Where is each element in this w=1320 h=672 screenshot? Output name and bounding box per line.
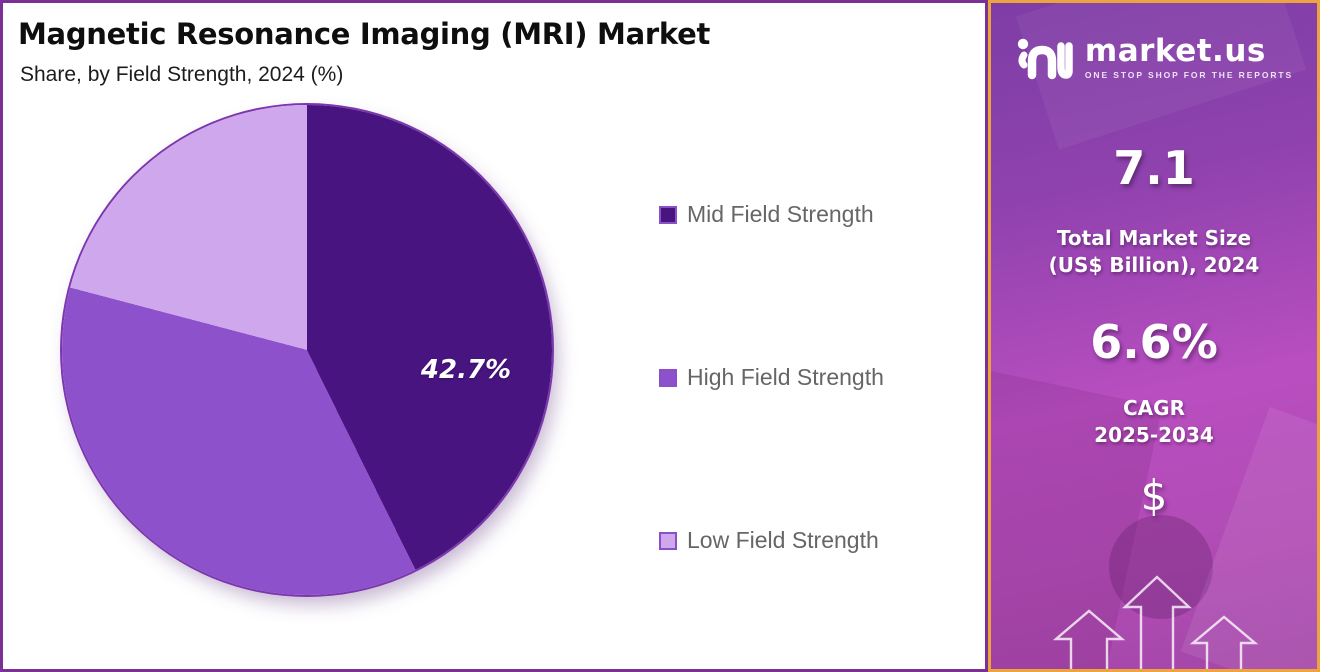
- brand-logo: market.us ONE STOP SHOP FOR THE REPORTS: [991, 33, 1317, 80]
- legend-swatch-mid-field: [659, 205, 677, 224]
- total-market-size-value: 7.1: [1113, 141, 1195, 195]
- total-market-size-label: Total Market Size (US$ Billion), 2024: [991, 225, 1317, 279]
- chart-panel: Magnetic Resonance Imaging (MRI) Market …: [0, 0, 988, 672]
- cagr-label-line1: CAGR: [1123, 396, 1185, 420]
- legend-swatch-low-field: [659, 531, 677, 550]
- legend-item-low-field: Low Field Strength: [659, 527, 879, 554]
- brand-sidebar: market.us ONE STOP SHOP FOR THE REPORTS …: [988, 0, 1320, 672]
- cagr-label: CAGR 2025-2034: [991, 395, 1317, 449]
- pie-legend: Mid Field Strength High Field Strength L…: [659, 3, 979, 672]
- legend-swatch-high-field: [659, 368, 677, 387]
- total-market-size-label-line2: (US$ Billion), 2024: [1048, 253, 1260, 277]
- growth-arrows-icon: [991, 539, 1317, 669]
- market-us-logo-icon: [1015, 34, 1073, 80]
- brand-name: market.us: [1084, 33, 1266, 69]
- brand-logo-text: market.us ONE STOP SHOP FOR THE REPORTS: [1085, 33, 1293, 80]
- chart-title: Magnetic Resonance Imaging (MRI) Market: [18, 17, 711, 51]
- pie-slice-value-label: 42.7%: [420, 355, 512, 385]
- legend-item-high-field: High Field Strength: [659, 364, 884, 391]
- legend-item-mid-field: Mid Field Strength: [659, 201, 874, 228]
- brand-tagline: ONE STOP SHOP FOR THE REPORTS: [1084, 70, 1294, 80]
- legend-label-high-field: High Field Strength: [687, 364, 884, 390]
- dollar-icon: $: [1140, 471, 1168, 520]
- legend-label-low-field: Low Field Strength: [687, 527, 879, 553]
- cagr-label-line2: 2025-2034: [1094, 423, 1214, 447]
- total-market-size-label-line1: Total Market Size: [1056, 226, 1252, 250]
- chart-subtitle: Share, by Field Strength, 2024 (%): [20, 63, 344, 86]
- cagr-value: 6.6%: [1090, 315, 1218, 369]
- legend-label-mid-field: Mid Field Strength: [687, 201, 874, 227]
- pie-chart: [62, 105, 552, 595]
